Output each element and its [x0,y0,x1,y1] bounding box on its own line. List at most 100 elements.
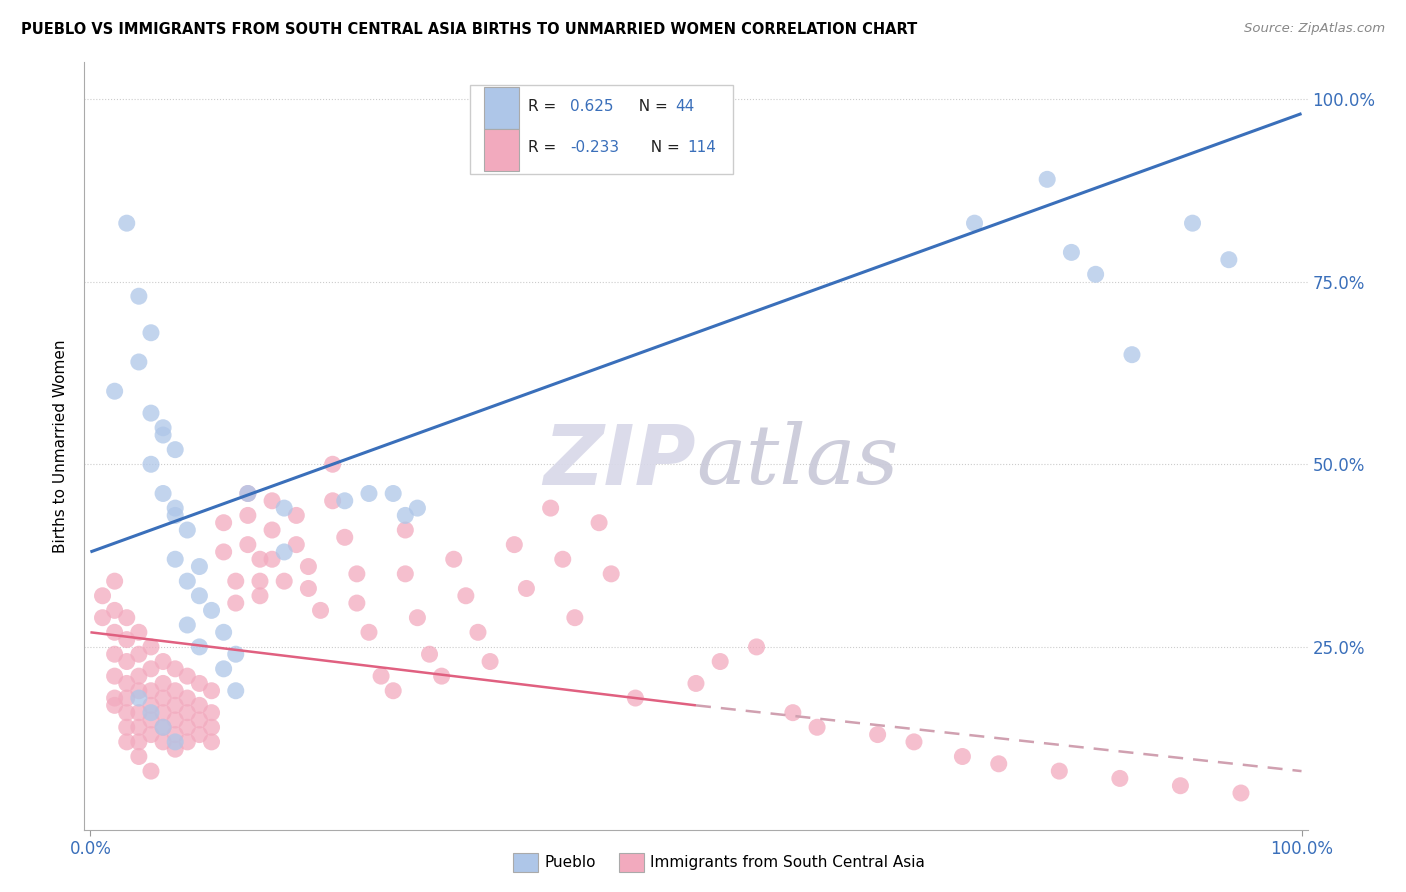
Point [165,508,187,523]
Point [745,640,768,654]
Point [903,735,925,749]
Point [1170,779,1192,793]
Point [273,574,295,589]
Point [479,655,502,669]
Point [128,720,150,734]
Point [176,669,198,683]
Point [709,655,731,669]
Point [165,698,187,713]
Point [188,640,211,654]
Point [104,574,127,589]
Text: -0.233: -0.233 [569,140,619,155]
Point [212,545,235,559]
Point [115,216,138,230]
Point [297,582,319,596]
Point [128,625,150,640]
Bar [484,87,519,129]
Point [418,647,440,661]
Point [128,355,150,369]
Point [200,735,222,749]
Point [236,486,259,500]
Point [236,538,259,552]
Point [104,691,127,706]
Point [262,552,284,566]
Point [152,706,174,720]
Point [152,421,174,435]
Text: R =: R = [529,99,561,114]
Point [139,640,162,654]
Point [1121,348,1143,362]
Point [104,698,127,713]
Point [225,647,247,661]
FancyBboxPatch shape [470,86,733,174]
Point [139,706,162,720]
Point [188,728,211,742]
Point [685,676,707,690]
Point [225,596,247,610]
Point [128,691,150,706]
Point [1108,772,1130,786]
Point [322,457,344,471]
Point [987,756,1010,771]
Point [1060,245,1083,260]
Point [139,326,162,340]
Point [115,610,138,624]
Point [249,574,271,589]
Point [115,676,138,690]
Point [467,625,489,640]
Point [394,566,416,581]
Point [963,216,986,230]
Point [225,574,247,589]
Point [346,566,368,581]
Point [262,523,284,537]
Point [1036,172,1059,186]
Point [139,698,162,713]
Point [152,735,174,749]
Bar [484,128,519,170]
Point [139,728,162,742]
Point [394,523,416,537]
Point [152,655,174,669]
Point [176,691,198,706]
Point [152,720,174,734]
Point [454,589,477,603]
Point [285,508,308,523]
Point [165,501,187,516]
Point [200,603,222,617]
Y-axis label: Births to Unmarried Women: Births to Unmarried Women [53,339,69,553]
Point [600,566,623,581]
Point [443,552,465,566]
Point [176,735,198,749]
Point [91,610,114,624]
Point [139,713,162,727]
Point [165,662,187,676]
Point [115,655,138,669]
Point [188,559,211,574]
Point [139,406,162,420]
Text: ZIP: ZIP [543,421,696,502]
Point [104,647,127,661]
Point [165,442,187,457]
Point [564,610,586,624]
Point [104,603,127,617]
Text: N =: N = [641,140,685,155]
Point [128,289,150,303]
Text: R =: R = [529,140,561,155]
Text: N =: N = [628,99,672,114]
Point [176,706,198,720]
Point [165,552,187,566]
Point [297,559,319,574]
Point [806,720,828,734]
Point [952,749,974,764]
Text: Source: ZipAtlas.com: Source: ZipAtlas.com [1244,22,1385,36]
Point [333,493,356,508]
Point [285,538,308,552]
Text: Pueblo: Pueblo [544,855,596,870]
Point [188,676,211,690]
Point [357,625,380,640]
Point [346,596,368,610]
Point [128,683,150,698]
Point [104,384,127,399]
Point [152,720,174,734]
Point [152,691,174,706]
